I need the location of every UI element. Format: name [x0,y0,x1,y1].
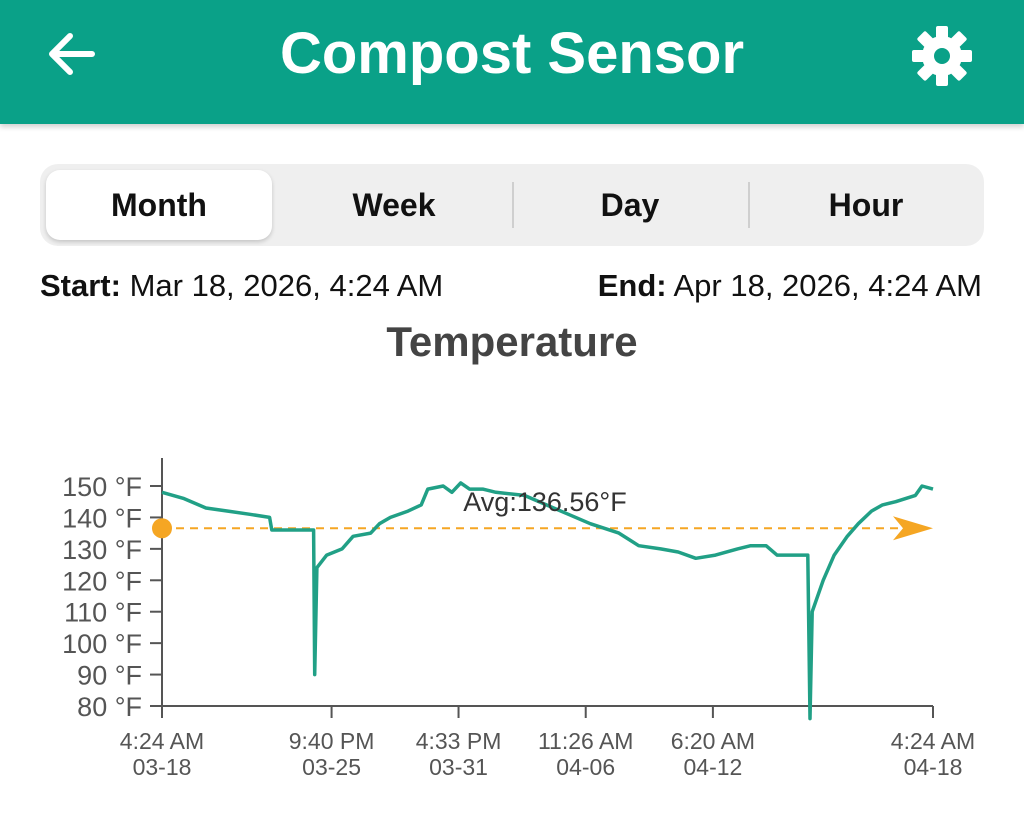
x-tick-date: 04-12 [683,754,742,780]
tab-week[interactable]: Week [352,187,436,223]
time-range-tabs: Month Week Day Hour [40,164,984,246]
average-marker [152,518,172,539]
app-title: Compost Sensor [279,21,745,86]
x-tick-time: 9:40 PM [289,728,375,754]
y-tick-label: 150 °F [62,472,142,502]
x-tick-time: 11:26 AM [538,728,633,754]
tab-hour[interactable]: Hour [828,187,904,223]
x-tick-date: 03-25 [302,754,361,780]
x-tick-date: 04-06 [556,754,615,780]
tab-divider [748,182,750,228]
x-tick-time: 4:24 AM [891,728,975,754]
start-value: Mar 18, 2026, 4:24 AM [129,268,444,303]
arrow-left-icon[interactable] [40,22,104,86]
y-tick-label: 140 °F [62,503,142,533]
average-arrow [893,516,933,541]
average-label: Avg:136.56°F [463,487,626,517]
chart-title: Temperature [386,318,638,365]
x-tick-date: 04-18 [904,754,963,780]
x-tick-date: 03-18 [133,754,192,780]
y-tick-label: 90 °F [77,661,142,691]
x-tick-date: 03-31 [429,754,488,780]
y-tick-label: 100 °F [62,629,142,659]
x-tick-time: 6:20 AM [671,728,755,754]
x-tick-time: 4:24 AM [120,728,204,754]
end-value: Apr 18, 2026, 4:24 AM [673,268,983,303]
y-tick-label: 110 °F [64,598,142,628]
tab-divider [512,182,514,228]
y-tick-label: 120 °F [62,566,142,596]
range-start: Start: Mar 18, 2026, 4:24 AM [40,266,443,306]
range-end: End: Apr 18, 2026, 4:24 AM [598,266,982,306]
temperature-series-line [161,481,934,721]
end-label: End: [597,268,667,303]
tab-month[interactable]: Month [46,170,272,240]
app-header: Compost Sensor [0,0,1024,124]
gear-icon[interactable] [910,24,974,88]
y-tick-label: 130 °F [62,535,142,565]
start-label: Start: [40,268,121,303]
y-tick-label: 80 °F [77,692,142,722]
tab-day[interactable]: Day [600,187,660,223]
x-tick-time: 4:33 PM [416,728,502,754]
